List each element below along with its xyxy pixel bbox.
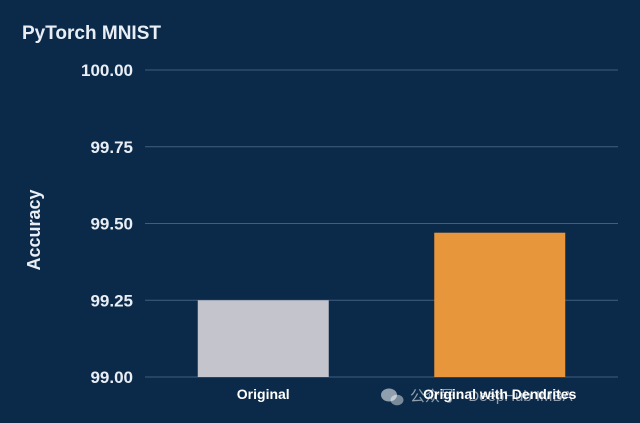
x-tick-labels: Original Original with Dendrites: [237, 386, 577, 402]
y-tick-label: 100.00: [81, 61, 133, 80]
x-tick-label: Original: [237, 386, 290, 402]
wechat-icon: [381, 388, 404, 406]
y-tick-label: 99.25: [90, 291, 133, 310]
bars: [197, 232, 566, 377]
y-tick-label: 99.00: [90, 368, 133, 387]
y-axis-label: Accuracy: [24, 189, 44, 270]
watermark-text: 公众号 · DeepHub IMBA: [410, 388, 573, 405]
chart-title: PyTorch MNIST: [22, 23, 161, 44]
watermark: 公众号 · DeepHub IMBA: [381, 388, 573, 406]
y-tick-label: 99.50: [90, 215, 133, 234]
y-tick-labels: 99.00 99.25 99.50 99.75 100.00: [81, 61, 133, 387]
bar-original: [197, 300, 329, 377]
x-tick-label: Original with Dendrites: [423, 386, 576, 402]
bar-original-with-dendrites: [434, 232, 566, 377]
y-tick-label: 99.75: [90, 138, 133, 157]
